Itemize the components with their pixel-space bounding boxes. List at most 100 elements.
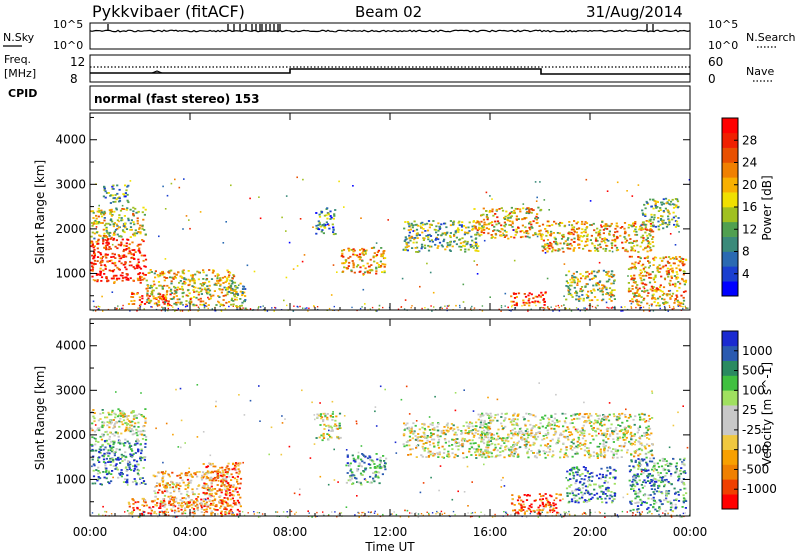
power-data-cell xyxy=(551,224,554,226)
velocity-data-cell xyxy=(134,468,138,471)
velocity-data-cell xyxy=(212,502,215,505)
power-data-cell xyxy=(111,220,114,223)
power-data-cell xyxy=(628,255,631,258)
power-data-cell xyxy=(406,246,409,248)
power-data-cell xyxy=(681,262,684,265)
power-data-cell xyxy=(235,286,238,288)
power-data-cell xyxy=(408,231,411,234)
velocity-data-cell xyxy=(162,511,165,513)
power-data-cell xyxy=(128,250,131,253)
velocity-data-cell xyxy=(516,442,519,444)
velocity-data-cell xyxy=(133,432,136,435)
velocity-data-cell xyxy=(130,424,133,427)
power-noise-cell xyxy=(164,258,167,260)
power-data-cell xyxy=(381,254,384,257)
power-data-cell xyxy=(544,292,547,295)
velocity-data-cell xyxy=(238,503,241,506)
power-data-cell xyxy=(92,246,95,249)
power-data-cell xyxy=(148,287,151,289)
velocity-data-cell xyxy=(351,454,354,457)
velocity-data-cell xyxy=(563,453,566,456)
power-data-cell xyxy=(616,235,619,238)
power-data-cell xyxy=(592,284,595,287)
power-ground-cell xyxy=(411,305,413,307)
velocity-data-cell xyxy=(114,416,117,419)
velocity-data-cell xyxy=(170,508,173,511)
power-data-cell xyxy=(188,301,191,304)
power-data-cell xyxy=(511,220,514,223)
velocity-data-cell xyxy=(453,456,456,459)
velocity-data-cell xyxy=(108,482,111,485)
velocity-data-cell xyxy=(237,493,240,496)
power-data-cell xyxy=(205,289,208,291)
power-data-cell xyxy=(537,206,540,209)
velocity-data-cell xyxy=(383,466,387,468)
velocity-data-cell xyxy=(162,499,165,502)
velocity-data-cell xyxy=(433,438,436,441)
power-data-cell xyxy=(107,222,110,225)
power-data-cell xyxy=(231,277,234,280)
power-data-cell xyxy=(208,280,211,283)
velocity-data-cell xyxy=(115,463,118,465)
velocity-data-cell xyxy=(427,456,430,458)
velocity-data-cell xyxy=(520,430,523,433)
power-data-cell xyxy=(631,225,634,228)
power-data-cell xyxy=(103,189,106,192)
power-noise-cell xyxy=(669,289,672,292)
power-data-cell xyxy=(114,257,117,259)
velocity-data-cell xyxy=(524,430,527,432)
power-data-cell xyxy=(139,231,142,233)
power-data-cell xyxy=(562,250,565,253)
velocity-data-cell xyxy=(331,430,334,432)
velocity-data-cell xyxy=(322,419,325,421)
power-data-cell xyxy=(667,215,670,218)
velocity-data-cell xyxy=(92,455,95,458)
velocity-data-cell xyxy=(585,421,588,424)
power-data-cell xyxy=(375,272,378,275)
power-data-cell xyxy=(244,295,247,297)
velocity-data-cell xyxy=(648,444,651,447)
velocity-data-cell xyxy=(576,428,579,431)
power-data-cell xyxy=(221,288,224,291)
power-data-cell xyxy=(643,257,646,260)
velocity-data-cell xyxy=(616,432,619,435)
power-data-cell xyxy=(647,272,650,275)
velocity-data-cell xyxy=(212,504,215,506)
power-data-cell xyxy=(657,225,660,228)
velocity-data-cell xyxy=(633,423,636,426)
power-data-cell xyxy=(550,232,553,235)
power-data-cell xyxy=(583,234,586,237)
power-ground-cell xyxy=(286,304,288,307)
power-data-cell xyxy=(480,231,483,233)
power-data-cell xyxy=(583,244,587,247)
power-data-cell xyxy=(361,252,364,254)
velocity-data-cell xyxy=(93,463,96,466)
velocity-data-cell xyxy=(583,454,586,457)
velocity-data-cell xyxy=(361,474,364,476)
velocity-data-cell xyxy=(185,493,189,496)
power-data-cell xyxy=(124,184,127,187)
power-data-cell xyxy=(636,290,639,293)
power-data-cell xyxy=(330,216,333,219)
power-data-cell xyxy=(594,249,597,252)
power-data-cell xyxy=(668,212,671,215)
power-data-cell xyxy=(586,235,589,238)
velocity-data-cell xyxy=(155,485,158,487)
power-data-cell xyxy=(175,303,178,306)
power-noise-cell xyxy=(189,298,192,301)
velocity-data-cell xyxy=(437,444,440,447)
power-data-cell xyxy=(682,299,686,302)
velocity-data-cell xyxy=(346,472,349,474)
velocity-data-cell xyxy=(486,427,489,430)
power-data-cell xyxy=(127,217,130,220)
velocity-data-cell xyxy=(494,446,497,449)
power-data-cell xyxy=(165,293,168,296)
power-noise-cell xyxy=(203,306,206,309)
velocity-data-cell xyxy=(220,512,223,515)
power-data-cell xyxy=(567,289,570,292)
velocity-data-cell xyxy=(140,414,143,416)
velocity-data-cell xyxy=(437,453,440,456)
velocity-data-cell xyxy=(470,446,474,449)
velocity-data-cell xyxy=(90,449,93,452)
power-data-cell xyxy=(382,250,385,253)
